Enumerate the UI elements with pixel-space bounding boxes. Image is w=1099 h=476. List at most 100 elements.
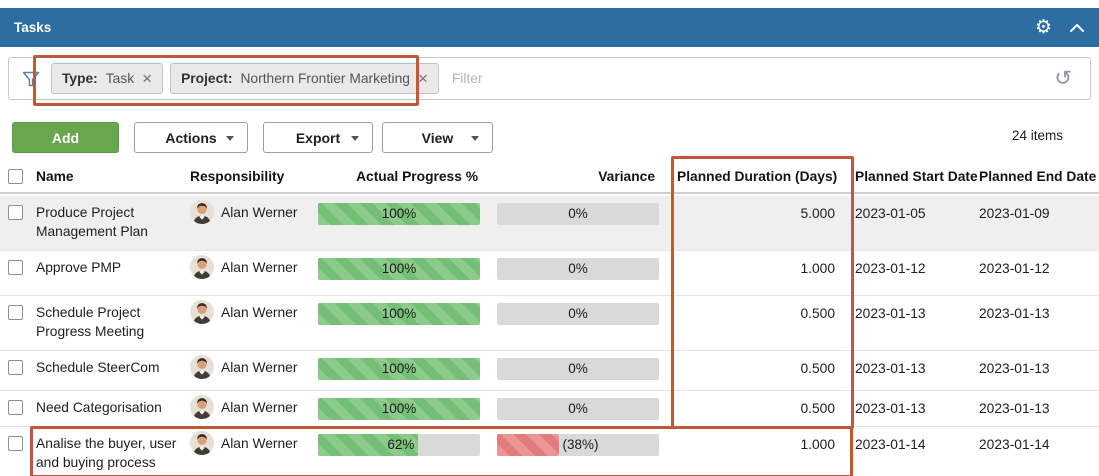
actual-progress-bar: 100% [318, 358, 480, 380]
actions-dropdown-button[interactable]: Actions [134, 122, 248, 153]
table-header: Name Responsibility Actual Progress % Va… [0, 160, 1099, 194]
filter-input[interactable]: Type: Task × Project: Northern Frontier … [8, 57, 1091, 100]
planned-start-date: 2023-01-05 [855, 206, 926, 221]
chip-close-icon[interactable]: × [417, 69, 428, 88]
row-checkbox[interactable] [8, 205, 23, 220]
table-row[interactable]: Schedule SteerCom Alan Werner 100% 0% 0.500 2… [0, 351, 1099, 391]
planned-duration-value: 0.500 [800, 361, 835, 376]
export-dropdown-button[interactable]: Export [263, 122, 373, 153]
responsibility-cell: Alan Werner [190, 427, 310, 476]
column-header-actual-progress[interactable]: Actual Progress % [356, 169, 478, 184]
planned-end-date: 2023-01-09 [979, 206, 1050, 221]
variance-bar: 0% [497, 203, 659, 225]
actual-progress-cell: 62% [310, 427, 480, 476]
responsibility-name: Alan Werner [221, 360, 298, 375]
column-header-planned-start-date[interactable]: Planned Start Date [855, 169, 978, 184]
variance-bar-label: 0% [568, 401, 588, 416]
planned-end-date: 2023-01-13 [979, 401, 1050, 416]
chevron-down-icon [351, 136, 359, 141]
variance-bar-fill [497, 434, 559, 456]
variance-cell: 0% [480, 251, 665, 295]
row-checkbox-cell [8, 391, 36, 426]
avatar [190, 431, 214, 455]
table-row[interactable]: Approve PMP Alan Werner 100% 0% 1.000 2023-01… [0, 251, 1099, 296]
responsibility-name: Alan Werner [221, 436, 298, 451]
responsibility-cell: Alan Werner [190, 351, 310, 390]
column-header-responsibility[interactable]: Responsibility [190, 169, 285, 184]
row-checkbox-cell [8, 251, 36, 295]
chevron-down-icon [471, 136, 479, 141]
select-all-checkbox[interactable] [8, 169, 23, 184]
avatar [190, 395, 214, 419]
variance-bar-label: 0% [568, 361, 588, 376]
column-header-planned-duration[interactable]: Planned Duration (Days) [677, 169, 838, 184]
filter-chip-type[interactable]: Type: Task × [51, 63, 164, 94]
variance-bar-label: (38%) [562, 437, 599, 452]
actual-progress-bar-fill [318, 358, 480, 380]
column-header-planned-end-date[interactable]: Planned End Date [979, 169, 1097, 184]
table-row[interactable]: Produce Project Management Plan Alan Wern… [0, 196, 1099, 251]
table-row[interactable]: Schedule Project Progress Meeting Alan We… [0, 296, 1099, 351]
actual-progress-bar-fill [318, 258, 480, 280]
responsibility-cell: Alan Werner [190, 196, 310, 250]
row-checkbox[interactable] [8, 436, 23, 451]
row-checkbox[interactable] [8, 400, 23, 415]
actual-progress-bar-label: 62% [387, 437, 415, 452]
filter-chip-project[interactable]: Project: Northern Frontier Marketing × [170, 63, 439, 94]
variance-cell: 0% [480, 196, 665, 250]
view-label: View [421, 129, 454, 146]
actual-progress-bar-fill [318, 303, 480, 325]
responsibility-cell: Alan Werner [190, 296, 310, 350]
actual-progress-bar-fill [318, 203, 480, 225]
chip-close-icon[interactable]: × [142, 69, 153, 88]
variance-bar: 0% [497, 398, 659, 420]
actual-progress-bar-label: 100% [381, 206, 417, 221]
actual-progress-bar: 100% [318, 203, 480, 225]
task-name: Schedule Project Progress Meeting [36, 305, 145, 339]
header-checkbox-cell [8, 160, 36, 192]
table-body: Produce Project Management Plan Alan Wern… [0, 196, 1099, 476]
row-checkbox[interactable] [8, 260, 23, 275]
actual-progress-bar: 100% [318, 258, 480, 280]
planned-start-date: 2023-01-12 [855, 261, 926, 276]
row-checkbox[interactable] [8, 360, 23, 375]
row-checkbox-cell [8, 296, 36, 350]
task-name: Need Categorisation [36, 400, 162, 415]
actual-progress-bar-fill [318, 434, 419, 456]
table-row[interactable]: Analise the buyer, user and buying proce… [0, 427, 1099, 476]
chevron-down-icon [226, 136, 234, 141]
actual-progress-bar-label: 100% [381, 261, 417, 276]
avatar [190, 300, 214, 324]
chip-value: Task [105, 71, 135, 86]
planned-duration-value: 1.000 [800, 261, 835, 276]
view-dropdown-button[interactable]: View [382, 122, 493, 153]
settings-gear-icon[interactable]: ⚙ [1034, 16, 1052, 38]
responsibility-cell: Alan Werner [190, 251, 310, 295]
column-header-variance[interactable]: Variance [598, 169, 655, 184]
planned-start-date: 2023-01-13 [855, 361, 926, 376]
row-checkbox[interactable] [8, 305, 23, 320]
actual-progress-cell: 100% [310, 251, 480, 295]
actual-progress-bar: 100% [318, 303, 480, 325]
planned-duration-value: 5.000 [800, 206, 835, 221]
collapse-chevron-up-icon[interactable] [1069, 23, 1085, 33]
planned-start-date: 2023-01-14 [855, 437, 926, 452]
variance-cell: (38%) [480, 427, 665, 476]
reset-filter-icon[interactable]: ↺ [1054, 66, 1072, 90]
actual-progress-bar: 100% [318, 398, 480, 420]
actual-progress-bar-label: 100% [381, 361, 417, 376]
actual-progress-cell: 100% [310, 196, 480, 250]
column-header-name[interactable]: Name [36, 169, 74, 184]
actual-progress-cell: 100% [310, 296, 480, 350]
chip-value: Northern Frontier Marketing [240, 71, 410, 86]
task-name: Approve PMP [36, 260, 122, 275]
variance-bar: 0% [497, 303, 659, 325]
variance-bar: (38%) [497, 434, 659, 456]
task-name: Produce Project Management Plan [36, 205, 148, 239]
add-button[interactable]: Add [12, 122, 119, 153]
table-row[interactable]: Need Categorisation Alan Werner 100% 0% 0.50… [0, 391, 1099, 427]
actual-progress-cell: 100% [310, 391, 480, 426]
responsibility-name: Alan Werner [221, 400, 298, 415]
responsibility-cell: Alan Werner [190, 391, 310, 426]
avatar [190, 355, 214, 379]
